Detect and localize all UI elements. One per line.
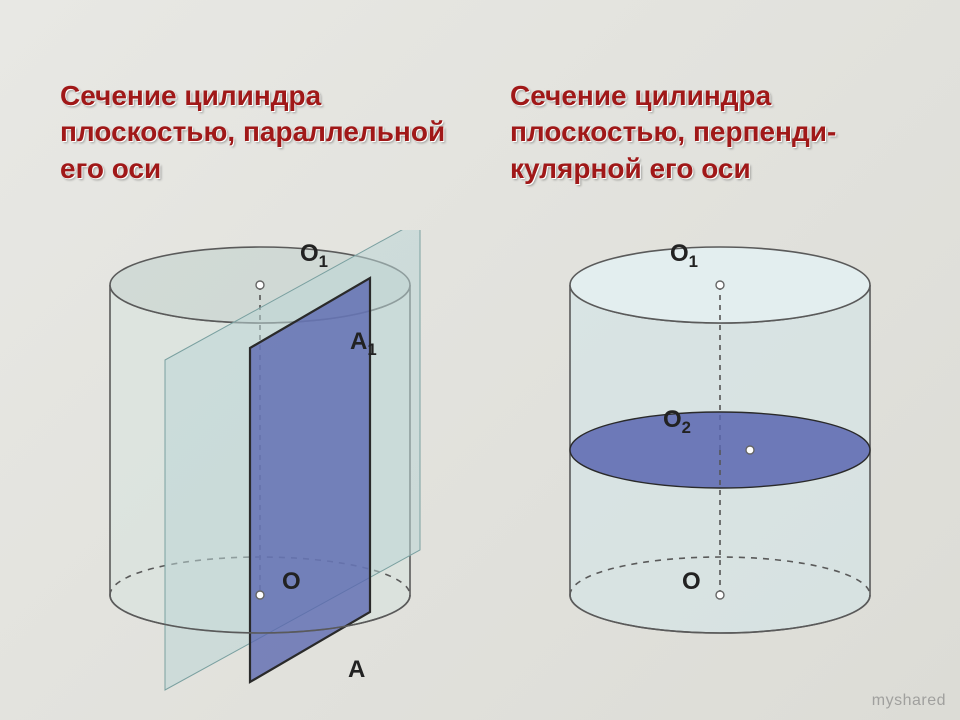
left-diagram: O1 A1 O A — [70, 230, 450, 690]
left-title: Сечение цилиндра плоскостью, параллельно… — [60, 78, 460, 187]
pt-O1-right — [716, 281, 724, 289]
lbl-O1-right: O1 — [670, 240, 698, 272]
lbl-A1-left: A1 — [350, 328, 377, 360]
right-svg — [530, 230, 910, 700]
pt-O-left — [256, 591, 264, 599]
lbl-O2-right: O2 — [663, 406, 691, 438]
lbl-O-left: O — [282, 568, 301, 596]
lbl-O-right: O — [682, 568, 701, 596]
pt-O1-left — [256, 281, 264, 289]
pt-O-right — [716, 591, 724, 599]
left-svg — [70, 230, 450, 700]
watermark: myshared — [872, 692, 946, 710]
lbl-A-left: A — [348, 656, 365, 684]
right-diagram: O1 O2 O — [530, 230, 910, 690]
right-title: Сечение цилиндра плоскостью, перпенди-ку… — [510, 78, 930, 187]
pt-O2-right — [746, 446, 754, 454]
lbl-O1-left: O1 — [300, 240, 328, 272]
